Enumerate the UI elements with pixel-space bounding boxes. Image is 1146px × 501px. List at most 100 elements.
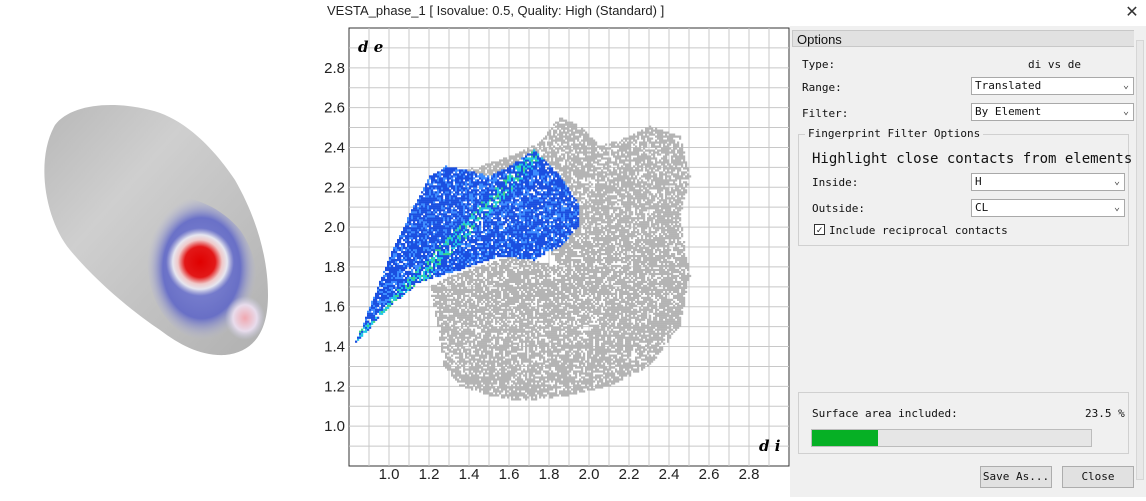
gray-point bbox=[455, 351, 457, 353]
gray-point bbox=[551, 317, 553, 319]
gray-point bbox=[573, 128, 575, 130]
gray-point bbox=[465, 295, 467, 297]
gray-point bbox=[469, 366, 471, 368]
gray-point bbox=[509, 291, 511, 293]
gray-point bbox=[581, 265, 583, 267]
gray-point bbox=[433, 289, 435, 291]
gray-point bbox=[457, 321, 459, 323]
gray-point bbox=[529, 303, 531, 305]
gray-point bbox=[599, 323, 601, 325]
gray-point bbox=[537, 275, 539, 277]
gray-point bbox=[497, 337, 499, 339]
gray-point bbox=[557, 275, 559, 277]
gray-point bbox=[489, 167, 491, 169]
gray-point bbox=[539, 293, 541, 295]
gray-point bbox=[601, 357, 603, 359]
gray-point bbox=[575, 353, 577, 355]
gray-point bbox=[455, 315, 457, 317]
gray-point bbox=[575, 259, 577, 261]
gray-point bbox=[543, 353, 545, 355]
gray-point bbox=[547, 273, 549, 275]
gray-point bbox=[535, 331, 537, 333]
gray-point bbox=[557, 303, 559, 305]
gray-point bbox=[521, 155, 523, 157]
gray-point bbox=[557, 139, 559, 141]
surface-3d-view[interactable] bbox=[0, 0, 318, 497]
gray-point bbox=[519, 321, 521, 323]
gray-point bbox=[575, 149, 577, 151]
gray-point bbox=[569, 177, 571, 179]
gray-point bbox=[493, 281, 495, 283]
gray-point bbox=[465, 331, 467, 333]
gray-point bbox=[587, 211, 589, 213]
gray-point bbox=[563, 153, 565, 155]
gray-point bbox=[479, 355, 481, 357]
gray-point bbox=[453, 376, 455, 378]
gray-point bbox=[571, 253, 573, 255]
gray-point bbox=[573, 337, 575, 339]
gray-point bbox=[517, 291, 519, 293]
gray-point bbox=[563, 279, 565, 281]
gray-point bbox=[575, 293, 577, 295]
gray-point bbox=[471, 374, 473, 376]
gray-point bbox=[593, 149, 595, 151]
gray-point bbox=[557, 345, 559, 347]
gray-point bbox=[493, 380, 495, 382]
gray-point bbox=[569, 130, 571, 132]
gray-point bbox=[551, 392, 553, 394]
gray-point bbox=[527, 303, 529, 305]
gray-point bbox=[479, 317, 481, 319]
gray-point bbox=[579, 130, 581, 132]
gray-point bbox=[599, 213, 601, 215]
gray-point bbox=[453, 297, 455, 299]
gray-point bbox=[589, 345, 591, 347]
gray-point bbox=[541, 362, 543, 364]
gray-point bbox=[459, 295, 461, 297]
gray-point bbox=[507, 263, 509, 265]
gray-point bbox=[477, 311, 479, 313]
gray-point bbox=[481, 281, 483, 283]
gray-point bbox=[529, 358, 531, 360]
gray-point bbox=[477, 277, 479, 279]
gray-point bbox=[591, 139, 593, 141]
close-icon[interactable]: ✕ bbox=[1118, 0, 1146, 24]
gray-point bbox=[551, 141, 553, 143]
gray-point bbox=[593, 151, 595, 153]
gray-point bbox=[487, 309, 489, 311]
gray-point bbox=[505, 364, 507, 366]
gray-point bbox=[507, 337, 509, 339]
gray-point bbox=[541, 349, 543, 351]
gray-point bbox=[591, 351, 593, 353]
gray-point bbox=[463, 343, 465, 345]
gray-point bbox=[469, 307, 471, 309]
gray-point bbox=[577, 366, 579, 368]
gray-point bbox=[549, 291, 551, 293]
gray-point bbox=[495, 293, 497, 295]
gray-point bbox=[491, 309, 493, 311]
gray-point bbox=[495, 271, 497, 273]
gray-point bbox=[513, 355, 515, 357]
gray-point bbox=[513, 337, 515, 339]
gray-point bbox=[511, 345, 513, 347]
gray-point bbox=[503, 295, 505, 297]
hirshfeld-surface-render[interactable] bbox=[0, 0, 318, 497]
gray-point bbox=[445, 353, 447, 355]
gray-point bbox=[449, 349, 451, 351]
gray-point bbox=[469, 335, 471, 337]
gray-point bbox=[541, 277, 543, 279]
gray-point bbox=[487, 366, 489, 368]
gray-point bbox=[569, 374, 571, 376]
gray-point bbox=[583, 253, 585, 255]
gray-point bbox=[561, 362, 563, 364]
gray-point bbox=[587, 297, 589, 299]
gray-point bbox=[577, 263, 579, 265]
gray-point bbox=[589, 309, 591, 311]
gray-point bbox=[481, 171, 483, 173]
gray-point bbox=[549, 386, 551, 388]
gray-point bbox=[601, 386, 603, 388]
gray-point bbox=[557, 124, 559, 126]
gray-point bbox=[521, 388, 523, 390]
gray-point bbox=[595, 253, 597, 255]
